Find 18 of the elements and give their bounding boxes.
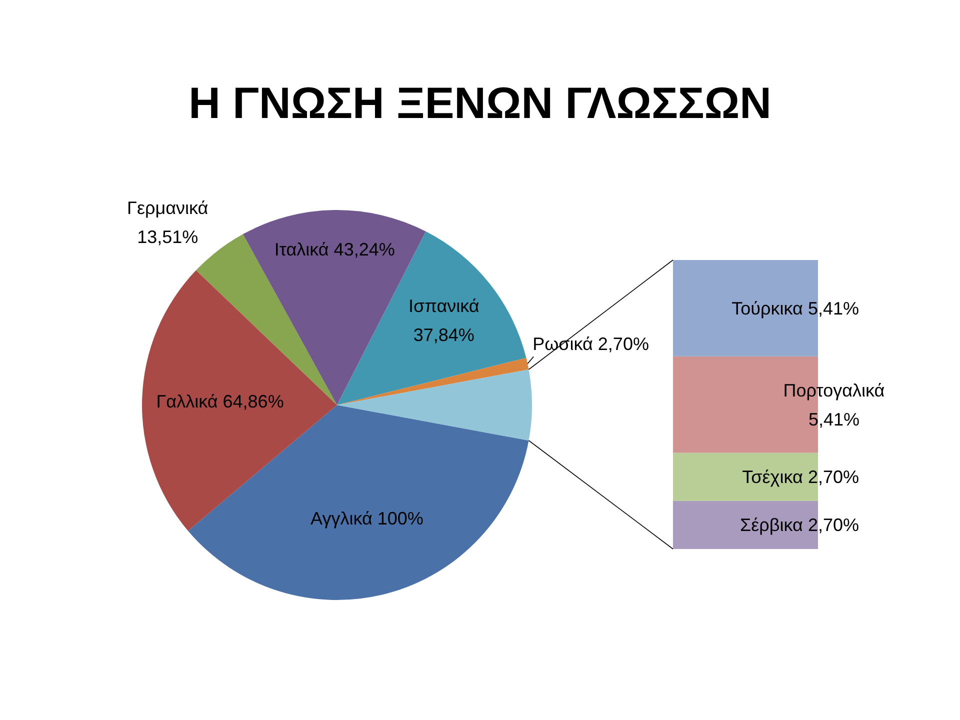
slice-label: Αγγλικά 100%	[310, 508, 424, 528]
series-label: Τσέχικα	[742, 467, 803, 488]
pie-slice	[337, 358, 529, 405]
data-label: 5,41%	[808, 298, 860, 318]
slice-label: Γερμανικά	[127, 198, 208, 218]
slice-label: Γαλλικά 64,86%	[156, 392, 284, 412]
data-label: 37,84%	[413, 324, 474, 345]
series-label: Σέρβικα	[740, 515, 803, 536]
slice-label: Ισπανικά	[408, 296, 480, 316]
chart-title: Η ΓΝΩΣΗ ΞΕΝΩΝ ΓΛΩΣΣΩΝ	[188, 79, 772, 128]
series-label: Πορτογαλικά	[783, 380, 885, 400]
data-label: 13,51%	[137, 227, 198, 248]
slice-label: Ιταλικά 43,24%	[274, 239, 395, 260]
data-label: 5,41%	[808, 409, 860, 430]
pie-slice	[337, 370, 532, 440]
series-label: Τούρκικα	[732, 298, 803, 318]
data-label: 2,70%	[808, 467, 860, 488]
data-label: 2,70%	[808, 515, 860, 536]
